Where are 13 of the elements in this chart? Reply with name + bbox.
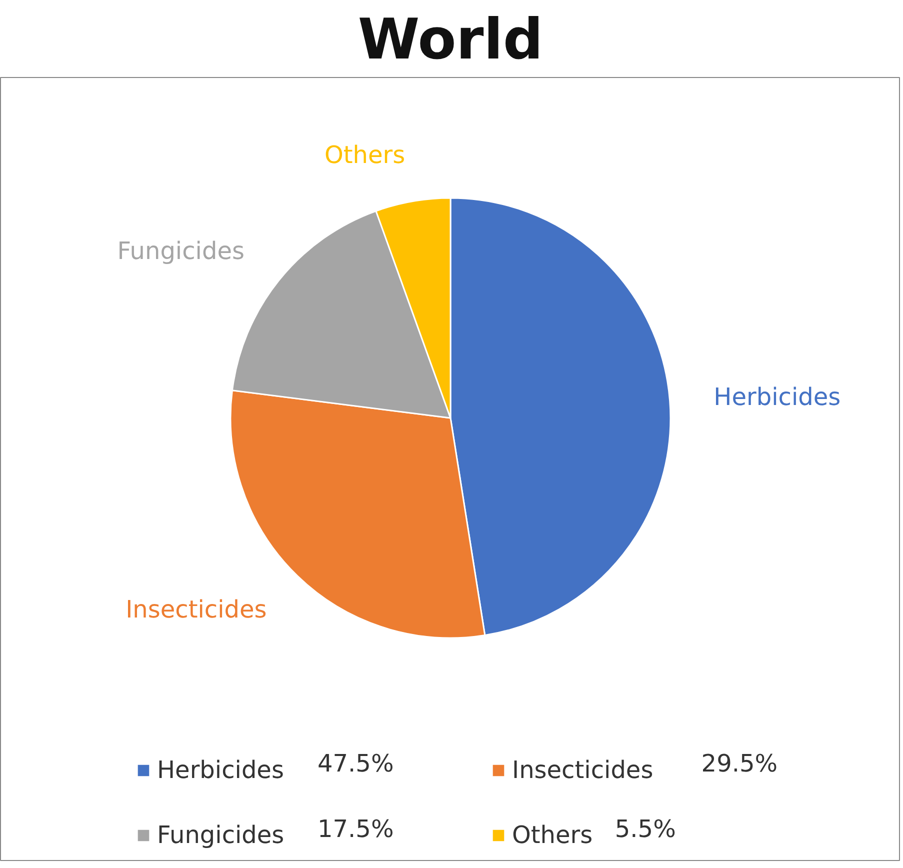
data-label: 47.5% (318, 750, 394, 778)
legend-label: Fungicides (157, 820, 284, 850)
data-label: 17.5% (318, 815, 394, 844)
data-label: 29.5% (701, 750, 778, 778)
chart-title: World (358, 8, 544, 72)
data-label: 5.5% (614, 815, 676, 844)
slice-label: Herbicides (714, 383, 841, 412)
legend-label: Others (512, 820, 593, 850)
legend-label: Herbicides (157, 755, 284, 785)
slice-label: Others (324, 141, 406, 170)
legend-label: Insecticides (512, 755, 654, 785)
slice-label: Fungicides (117, 237, 244, 266)
slice-label: Insecticides (126, 596, 267, 624)
